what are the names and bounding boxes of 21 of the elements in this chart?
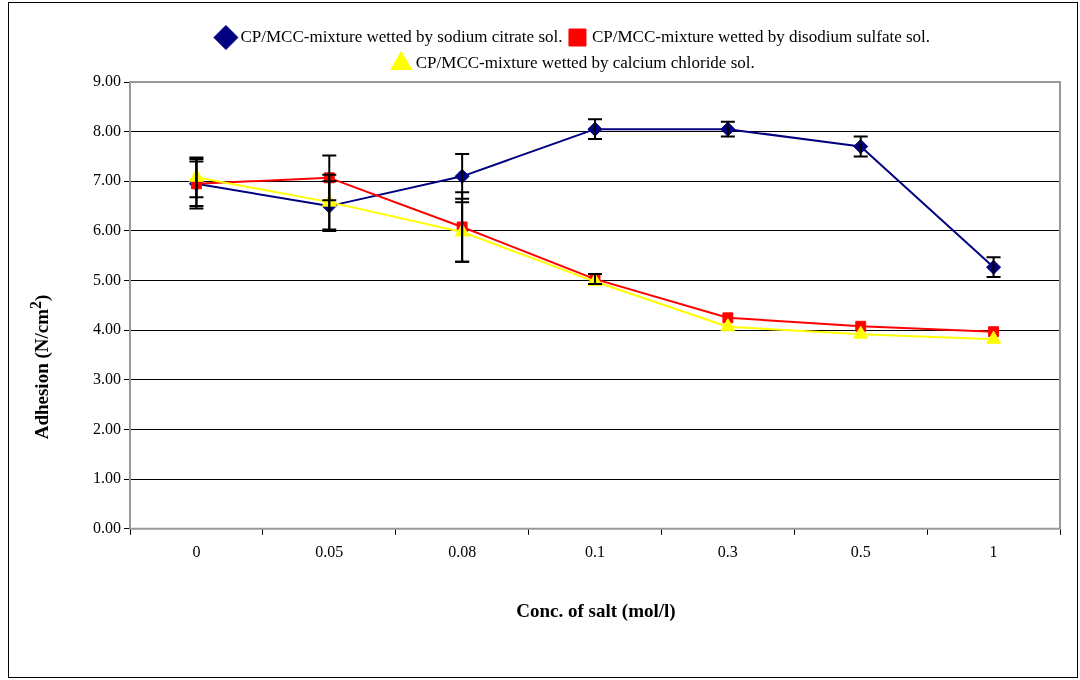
y-tick-label: 4.00 — [93, 320, 121, 338]
x-tick-label: 0.05 — [315, 542, 344, 560]
x-axis-title: Conc. of salt (mol/l) — [516, 600, 676, 622]
legend-label: CP/MCC-mixture wetted by calcium chloride sol. — [415, 52, 755, 72]
x-tick-label: 0.5 — [850, 542, 871, 560]
x-tick-label: 0.3 — [717, 542, 738, 560]
y-tick-label: 9.00 — [93, 72, 121, 90]
y-tick-label: 1.00 — [93, 469, 121, 487]
y-tick-label: 3.00 — [93, 370, 121, 388]
x-tick-label: 0.08 — [448, 542, 477, 560]
y-tick-label: 8.00 — [93, 121, 121, 139]
y-tick-label: 2.00 — [93, 419, 121, 437]
y-tick-label: 6.00 — [93, 221, 121, 239]
legend-label: CP/MCC-mixture wetted by sodium citrate sol. — [240, 26, 563, 46]
y-tick-label: 5.00 — [93, 270, 121, 288]
legend-label: CP/MCC-mixture wetted by disodium sulfate sol. — [591, 26, 931, 46]
y-tick-label: 7.00 — [93, 171, 121, 189]
x-tick-label: 0 — [192, 542, 201, 560]
x-tick-label: 1 — [989, 542, 998, 560]
y-tick-label: 0.00 — [93, 519, 121, 536]
x-tick-label: 0.1 — [585, 542, 605, 560]
